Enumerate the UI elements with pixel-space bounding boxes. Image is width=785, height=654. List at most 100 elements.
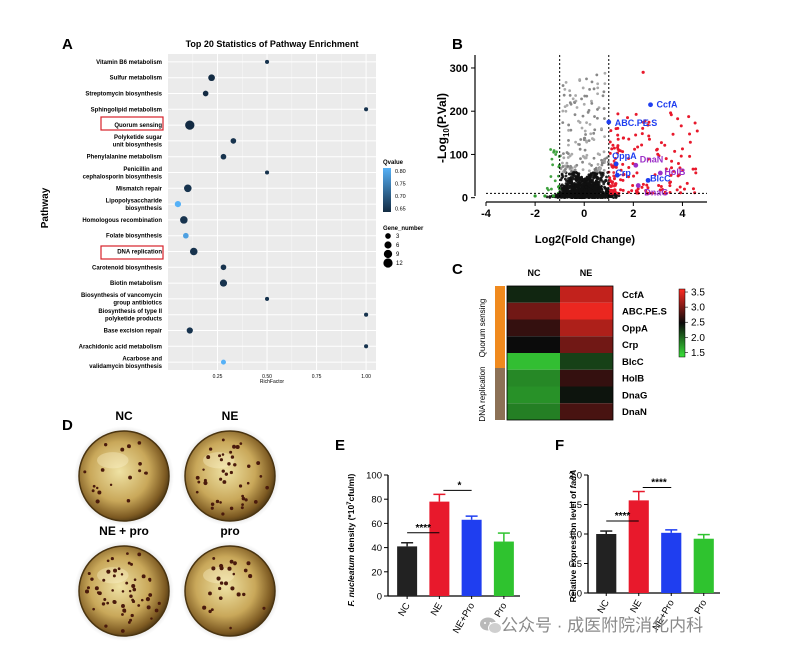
category-label: Mismatch repair xyxy=(116,186,163,192)
bacterial-colony xyxy=(242,592,246,597)
volcano-point xyxy=(586,110,590,114)
bacterial-colony xyxy=(229,506,234,511)
volcano-point-up xyxy=(687,115,691,119)
qvalue-tick: 0.70 xyxy=(395,194,406,200)
volcano-point xyxy=(564,174,568,178)
plate-label-ne-pro: NE + pro xyxy=(99,524,149,538)
bacterial-colony xyxy=(150,617,153,620)
heatmap-row-label: OppA xyxy=(622,323,648,334)
bar xyxy=(661,532,682,593)
volcano-point xyxy=(583,129,587,133)
volcano-point xyxy=(548,196,552,199)
volcano-point xyxy=(601,94,605,98)
gene-size-dot xyxy=(384,241,392,249)
enrichment-point xyxy=(208,74,215,82)
gene-size-dot xyxy=(385,233,391,239)
volcano-point xyxy=(568,154,572,158)
volcano-point-up xyxy=(611,143,615,147)
volcano-point xyxy=(590,102,594,105)
volcano-point-up xyxy=(659,184,663,188)
chart-b-threshold-lines xyxy=(486,55,707,202)
category-label: DNA replication xyxy=(117,250,162,256)
volcano-point xyxy=(564,109,568,113)
bacterial-colony xyxy=(112,600,117,605)
category-label: Folate biosynthesis xyxy=(106,234,163,240)
volcano-point-up xyxy=(636,145,640,149)
category-label: Base excision repair xyxy=(104,329,163,335)
heatmap-cell xyxy=(560,369,613,387)
bacterial-colony xyxy=(95,486,99,490)
volcano-point xyxy=(587,139,591,143)
volcano-point-up xyxy=(693,121,697,125)
volcano-point-up xyxy=(644,189,648,193)
labeled-gene-point xyxy=(635,183,641,188)
y-tick-label: 20 xyxy=(371,567,382,578)
volcano-point xyxy=(565,161,569,165)
volcano-point xyxy=(578,143,581,146)
volcano-point xyxy=(595,182,599,185)
volcano-point-up xyxy=(643,119,647,123)
heatmap-border xyxy=(506,285,614,421)
volcano-point xyxy=(574,94,578,97)
volcano-point xyxy=(567,139,570,142)
volcano-point xyxy=(568,172,571,176)
volcano-point xyxy=(559,167,563,171)
bacterial-colony xyxy=(129,594,133,598)
volcano-point xyxy=(575,194,579,198)
volcano-point xyxy=(585,121,588,125)
volcano-point xyxy=(553,179,557,183)
gene-size-label: 9 xyxy=(396,252,400,258)
volcano-point-up xyxy=(611,191,615,195)
volcano-point xyxy=(581,154,585,158)
volcano-point-up xyxy=(646,186,650,190)
volcano-point-up xyxy=(646,157,650,161)
volcano-point xyxy=(602,168,606,172)
volcano-point xyxy=(589,182,593,186)
volcano-point-up xyxy=(616,137,620,141)
volcano-point-up xyxy=(627,166,631,170)
volcano-point xyxy=(560,194,563,197)
volcano-point xyxy=(569,166,572,169)
enrichment-point xyxy=(185,120,195,130)
volcano-point-up xyxy=(640,185,644,189)
enrichment-point xyxy=(264,59,270,64)
category-label: cephalosporin biosynthesis xyxy=(83,174,163,180)
volcano-point xyxy=(605,175,608,179)
volcano-point xyxy=(568,93,572,97)
panel-letter-b: B xyxy=(452,36,463,53)
enrichment-point xyxy=(364,312,369,317)
volcano-point xyxy=(563,164,567,168)
volcano-point xyxy=(602,182,606,186)
bacterial-colony xyxy=(109,483,113,487)
volcano-point xyxy=(550,157,554,161)
bacterial-colony xyxy=(127,561,131,565)
volcano-point xyxy=(612,171,616,174)
chart-b-ylabel: -Log10(P.Val) xyxy=(435,93,451,163)
plate-label-nc: NC xyxy=(115,409,133,423)
volcano-point xyxy=(602,107,606,110)
volcano-point-up xyxy=(613,183,617,187)
panel-f-fada-bar: F Relative expression level of fadA 0.0 0… xyxy=(555,437,720,633)
volcano-point xyxy=(574,140,577,144)
volcano-point-up xyxy=(688,132,692,136)
qvalue-tick: 0.65 xyxy=(395,207,406,213)
category-label: polyketide products xyxy=(105,316,163,322)
enrichment-point xyxy=(220,153,227,160)
volcano-point xyxy=(603,82,607,86)
volcano-point xyxy=(569,128,573,132)
bacterial-colony xyxy=(111,589,114,592)
significance-label: **** xyxy=(415,523,431,534)
volcano-point xyxy=(580,187,584,191)
bacterial-colony xyxy=(219,581,224,585)
volcano-point xyxy=(561,161,564,165)
volcano-point xyxy=(573,187,577,191)
volcano-point-up xyxy=(679,124,683,128)
volcano-point xyxy=(588,162,591,166)
volcano-point-up xyxy=(657,184,661,188)
heatmap-cell xyxy=(507,369,560,387)
bacterial-colony xyxy=(222,480,227,484)
volcano-point-up xyxy=(616,133,620,137)
volcano-point-up xyxy=(656,152,660,156)
heatmap-cell xyxy=(507,319,560,337)
bacterial-colony xyxy=(229,626,232,630)
